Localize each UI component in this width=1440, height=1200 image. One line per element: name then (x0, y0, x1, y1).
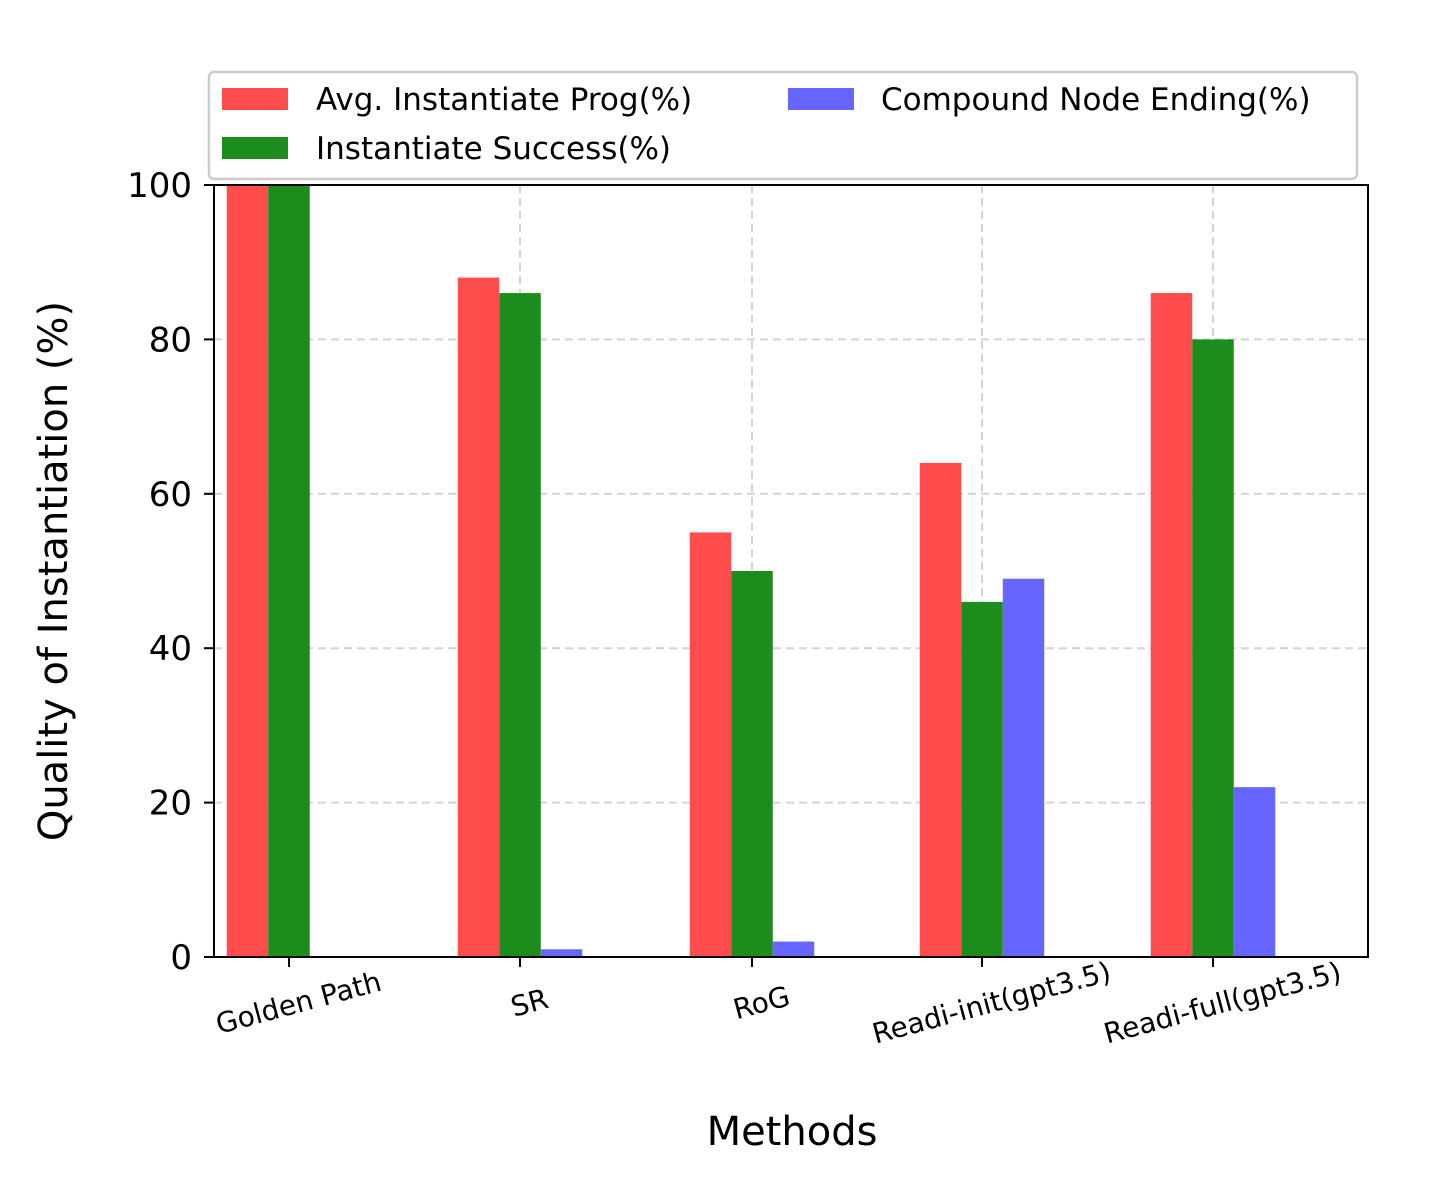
legend-label-instantiate-success: Instantiate Success(%) (316, 131, 671, 167)
y-tick-label: 100 (127, 166, 192, 206)
y-tick-label: 20 (149, 784, 192, 824)
y-tick-label: 40 (149, 629, 192, 669)
bar-avg-instantiate-prog-readi-init-gpt3-5 (919, 462, 962, 957)
legend-label-compound-node-ending: Compound Node Ending(%) (881, 82, 1311, 118)
legend-label-avg-instantiate-prog: Avg. Instantiate Prog(%) (316, 82, 692, 118)
y-tick-label: 80 (149, 320, 192, 360)
bar-instantiate-success-golden-path (268, 185, 310, 957)
bar-instantiate-success-rog (731, 571, 773, 957)
y-axis-title: Quality of Instantiation (%) (31, 301, 77, 841)
legend-frame (207, 70, 1359, 181)
bars-layer (226, 185, 1276, 958)
bar-compound-node-ending-readi-init-gpt3-5 (1002, 578, 1045, 957)
x-axis-title: Methods (707, 1109, 878, 1155)
bar-compound-node-ending-rog (772, 941, 815, 957)
y-tick-label: 0 (170, 938, 192, 978)
bar-avg-instantiate-prog-sr (457, 277, 500, 957)
bar-compound-node-ending-readi-full-gpt3-5 (1233, 787, 1276, 957)
bar-avg-instantiate-prog-readi-full-gpt3-5 (1150, 293, 1193, 958)
bar-avg-instantiate-prog-golden-path (226, 185, 269, 957)
bar-instantiate-success-sr (499, 293, 541, 958)
legend-swatch-instantiate-success (222, 137, 288, 159)
bar-compound-node-ending-sr (540, 949, 583, 957)
legend-swatch-compound-node-ending (788, 88, 854, 110)
bar-avg-instantiate-prog-rog (689, 532, 732, 957)
bar-instantiate-success-readi-full-gpt3-5 (1192, 339, 1234, 957)
plot-frame (213, 184, 1369, 958)
bar-instantiate-success-readi-init-gpt3-5 (961, 601, 1003, 957)
y-tick-label: 60 (149, 475, 192, 515)
legend-swatch-avg-instantiate-prog (222, 88, 288, 110)
legend: Avg. Instantiate Prog(%) Instantiate Suc… (207, 70, 1359, 181)
